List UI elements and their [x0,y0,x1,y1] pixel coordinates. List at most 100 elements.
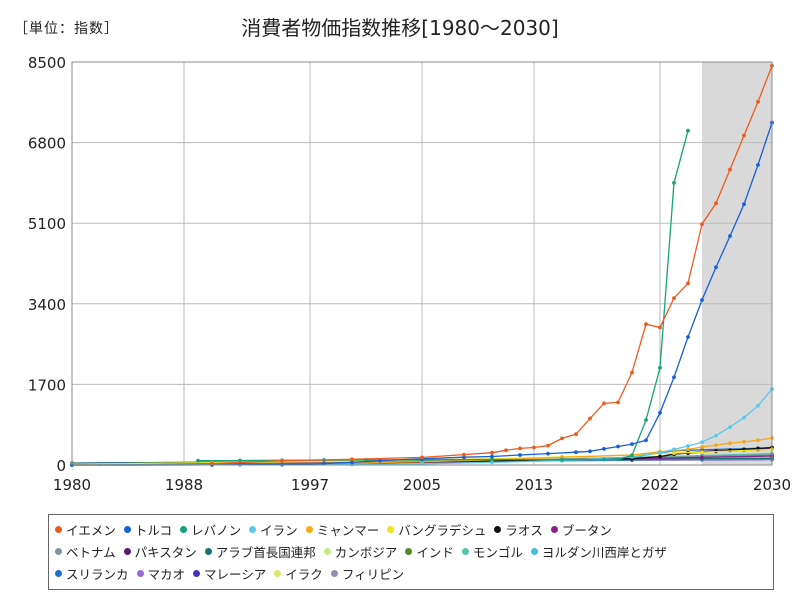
legend-item: ミャンマー [305,520,380,539]
legend-marker [405,547,413,555]
data-point [350,457,354,462]
data-point [700,222,704,227]
legend-item: トルコ [123,520,173,539]
data-point [630,453,634,458]
data-point [714,433,718,438]
data-point [756,99,760,104]
x-tick-label: 1988 [165,476,203,494]
legend-label: イラク [285,566,323,582]
data-point [658,450,662,455]
legend-marker [123,547,131,555]
data-point [560,457,564,462]
data-point [378,458,382,463]
legend-label: マレーシア [204,566,267,582]
data-point [630,370,634,375]
data-point [686,335,690,339]
legend-item: アラブ首長国連邦 [204,542,316,561]
legend-marker [461,547,469,555]
legend-item: スリランカ [55,564,129,583]
data-point [728,425,732,429]
data-point [630,442,634,446]
x-tick-label: 2030 [753,476,791,494]
data-point [672,181,676,185]
legend-label: バングラデシュ [398,522,487,538]
legend-label: カンボジア [334,544,398,560]
data-point [518,453,522,457]
forecast-shade [702,62,772,465]
series-イエメン [210,63,774,466]
y-tick-label: 3400 [28,296,66,314]
legend-marker [494,525,502,533]
data-point [672,447,676,452]
legend-marker [274,569,282,577]
data-point [616,457,620,462]
legend-item: レバノン [180,520,241,539]
x-tick-label: 2022 [641,476,679,494]
data-point [546,451,550,456]
data-point [658,325,662,330]
data-point [742,439,746,444]
legend-row: スリランカ マカオ マレーシア イラク フィリピン [55,562,767,584]
legend-item: パキスタン [123,542,197,561]
data-point [350,460,354,465]
data-point [588,416,592,421]
data-point [490,454,494,459]
legend-item: カンボジア [323,542,398,561]
legend-marker [323,547,331,555]
series-line [71,122,773,466]
legend-marker [123,525,131,533]
data-point [700,440,704,445]
legend-item: ラオス [494,520,543,539]
data-point [644,418,648,422]
x-tick-label: 1997 [291,476,329,494]
legend-marker [530,547,538,555]
data-point [742,415,746,420]
data-point [742,133,746,138]
data-point [644,322,648,327]
legend-marker [193,569,201,577]
data-point [714,201,718,206]
data-point [490,450,494,455]
legend-label: ヨルダン川西岸とガザ [541,544,667,560]
data-point [532,445,536,450]
legend-label: ミャンマー [316,522,380,538]
legend-item: イエメン [55,520,116,539]
legend-label: ラオス [505,522,543,538]
data-point [280,458,284,463]
y-tick-label: 5100 [28,215,66,233]
legend-label: アラブ首長国連邦 [215,544,316,560]
data-point [686,444,690,448]
legend-item: ヨルダン川西岸とガザ [530,542,667,561]
legend-item: モンゴル [461,542,523,561]
data-point [686,281,690,286]
data-point [700,298,704,302]
series-レバノン [196,128,690,463]
data-point [658,454,662,459]
legend-label: フィリピン [341,566,405,582]
data-point [588,449,592,454]
data-point [560,436,564,441]
legend-item: ブータン [550,520,612,539]
data-point [616,400,620,405]
plot-frame [71,61,773,466]
data-point [728,167,732,172]
legend-label: モンゴル [472,544,523,560]
legend-marker [249,525,257,533]
data-point [714,443,718,447]
data-point [420,455,424,460]
legend-marker [305,525,313,533]
data-point [238,458,242,463]
x-tick-label: 1980 [53,476,91,494]
data-point [644,438,648,443]
legend-marker [55,525,62,533]
series-line [197,130,689,462]
data-point [672,451,676,455]
legend-label: イラン [260,522,298,538]
data-point [686,128,690,133]
legend-item: フィリピン [330,564,405,583]
x-tick-label: 2005 [403,476,441,494]
legend-item: インド [405,542,454,561]
legend-label: トルコ [134,522,173,538]
y-tick-label: 1700 [28,376,66,394]
